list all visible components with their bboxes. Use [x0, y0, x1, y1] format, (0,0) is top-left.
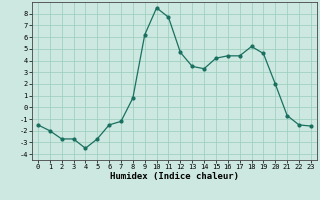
X-axis label: Humidex (Indice chaleur): Humidex (Indice chaleur)	[110, 172, 239, 181]
